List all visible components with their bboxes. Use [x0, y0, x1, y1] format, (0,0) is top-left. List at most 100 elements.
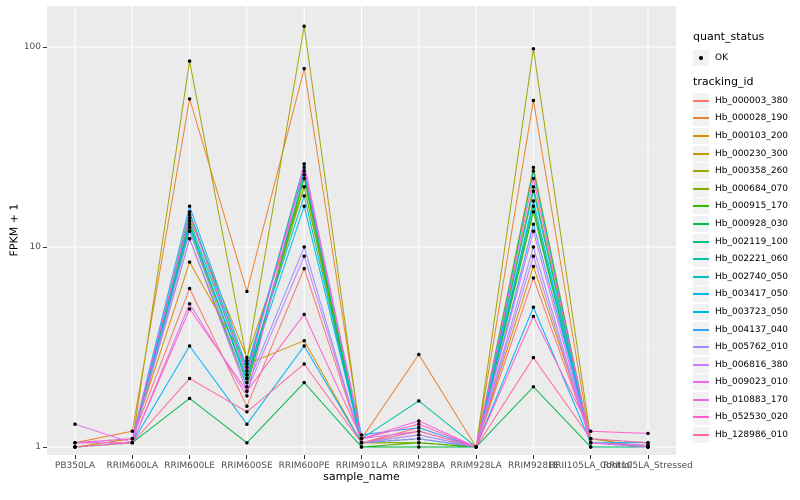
x-tick-mark — [131, 455, 133, 459]
data-point — [302, 165, 306, 170]
legend-item-Hb_000003_380: Hb_000003_380 — [693, 92, 788, 110]
series-line-icon — [693, 346, 709, 349]
x-tick-mark — [418, 455, 420, 459]
data-point — [417, 352, 421, 357]
data-point — [531, 204, 536, 208]
x-tick-mark — [303, 455, 305, 459]
data-point — [187, 213, 192, 217]
data-point — [646, 431, 650, 436]
legend-item-Hb_003723_050: Hb_003723_050 — [693, 303, 788, 321]
series-label: Hb_004137_040 — [715, 324, 789, 335]
series-label: Hb_003417_050 — [715, 289, 789, 300]
series-color-key — [693, 251, 709, 268]
series-line-icon — [693, 381, 709, 384]
x-tick-label-RRIM928LA: RRIM928LA — [450, 461, 502, 471]
data-point — [130, 437, 134, 441]
data-point — [302, 194, 306, 198]
data-point — [302, 173, 306, 177]
legend-item-Hb_010883_170: Hb_010883_170 — [693, 391, 788, 409]
x-tick-label-RRIM600PE: RRIM600PE — [278, 461, 330, 471]
data-point — [359, 437, 364, 441]
data-point — [417, 422, 421, 426]
data-point — [245, 365, 249, 370]
series-label: Hb_005762_010 — [715, 342, 789, 353]
x-tick-mark — [590, 455, 592, 459]
data-point — [589, 429, 593, 433]
x-tick-label-PB350LA: PB350LA — [54, 461, 96, 471]
data-point — [646, 443, 650, 447]
series-label: Hb_000230_300 — [715, 148, 789, 159]
series-line-icon — [693, 293, 709, 296]
data-point — [359, 445, 364, 449]
series-label: Hb_000928_030 — [715, 218, 789, 229]
series-line-icon — [693, 205, 709, 208]
legend-item-Hb_000230_300: Hb_000230_300 — [693, 145, 788, 163]
data-point — [531, 385, 536, 389]
data-point — [531, 314, 536, 319]
data-point — [302, 176, 306, 181]
data-point — [73, 422, 77, 426]
series-label: Hb_002119_100 — [715, 236, 789, 247]
data-point — [417, 437, 421, 441]
x-tick-label-RRIM600SE: RRIM600SE — [221, 461, 273, 471]
series-label: Hb_010883_170 — [715, 394, 789, 405]
data-point — [302, 169, 306, 173]
data-point — [245, 441, 249, 445]
data-point — [417, 419, 421, 423]
x-tick-label-RRIM901LA: RRIM901LA — [335, 461, 388, 471]
data-point — [187, 307, 192, 311]
series-color-key — [693, 163, 709, 180]
data-point — [187, 302, 192, 306]
legend-item-Hb_000103_200: Hb_000103_200 — [693, 127, 788, 145]
data-point — [187, 286, 192, 291]
series-line-icon — [693, 310, 709, 313]
y-tick-label: 10 — [29, 241, 41, 252]
data-point — [245, 373, 249, 377]
data-point — [302, 339, 306, 343]
data-point — [302, 312, 306, 317]
series-color-key — [693, 356, 709, 373]
data-point — [531, 199, 536, 203]
series-label: Hb_000358_260 — [715, 166, 789, 177]
data-point — [302, 254, 306, 258]
series-line-icon — [693, 134, 709, 137]
x-tick-mark — [189, 455, 191, 459]
data-point — [245, 289, 249, 294]
series-color-key — [693, 374, 709, 391]
legend-item-Hb_006816_380: Hb_006816_380 — [693, 356, 788, 374]
legend-entries: Hb_000003_380 Hb_000028_190 Hb_000103_200 H… — [693, 92, 788, 444]
data-point — [302, 162, 306, 166]
data-point — [245, 410, 249, 414]
series-label: Hb_000684_070 — [715, 183, 789, 194]
x-tick-mark — [361, 455, 362, 459]
series-line-icon — [693, 170, 709, 173]
legend-item-ok: OK — [693, 49, 788, 67]
series-color-key — [693, 391, 709, 408]
series-label: Hb_000003_380 — [715, 95, 789, 106]
data-point — [187, 204, 192, 208]
data-point — [245, 376, 249, 381]
series-color-key — [693, 215, 709, 232]
data-point — [646, 441, 650, 445]
data-point — [531, 305, 536, 309]
data-point — [359, 441, 364, 445]
series-color-key — [693, 321, 709, 338]
series-color-key — [693, 409, 709, 426]
data-point — [187, 229, 192, 233]
data-point — [245, 369, 249, 373]
series-line-icon — [693, 416, 709, 419]
data-point — [187, 237, 192, 241]
series-label: Hb_009023_010 — [715, 377, 789, 388]
data-point — [302, 204, 306, 208]
legend: quant_status OK tracking_id Hb_000003_38… — [693, 30, 788, 444]
data-point — [417, 429, 421, 433]
plot-panel — [47, 6, 676, 455]
series-color-key — [693, 127, 709, 144]
data-point — [302, 245, 306, 249]
legend-item-Hb_005762_010: Hb_005762_010 — [693, 338, 788, 356]
series-color-key — [693, 198, 709, 215]
data-point — [589, 445, 593, 449]
data-point — [302, 266, 306, 271]
series-label: Hb_002740_050 — [715, 271, 789, 282]
